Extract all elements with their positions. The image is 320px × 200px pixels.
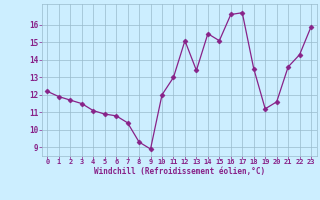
X-axis label: Windchill (Refroidissement éolien,°C): Windchill (Refroidissement éolien,°C) bbox=[94, 167, 265, 176]
